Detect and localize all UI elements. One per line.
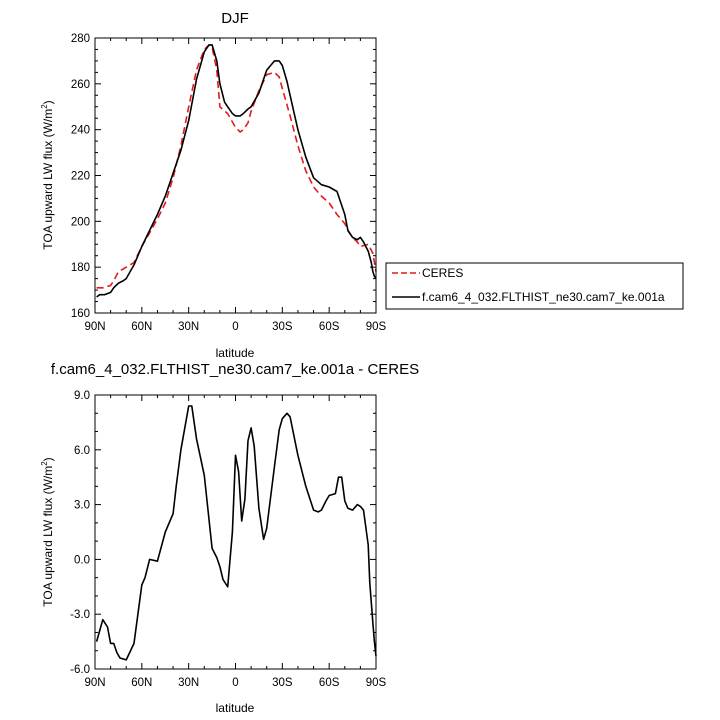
top-panel: DJF 90N 60N 30N 0 30S 60S 90S 160 180 200 220 240 26… (40, 10, 684, 360)
top-x-tick-label: 90S (366, 321, 387, 333)
bottom-x-tick-label: 60N (131, 677, 152, 689)
bottom-x-tick-label: 90N (84, 677, 105, 689)
top-y-tick-label: 160 (71, 308, 90, 320)
bottom-y-tick-label: 3.0 (74, 500, 90, 512)
bottom-axis-ticks: 90N 60N 30N 0 30S 60S 90S -6.0 -3.0 0.0 3.0 6.0 9.0 (70, 390, 386, 689)
bottom-x-tick-label: 90S (366, 677, 387, 689)
top-axis-ticks: 90N 60N 30N 0 30S 60S 90S 160 180 200 220 240 260 280 (71, 33, 387, 333)
top-x-tick-label: 30N (178, 321, 199, 333)
bottom-y-tick-label: 6.0 (74, 445, 90, 457)
top-x-tick-label: 90N (84, 321, 105, 333)
top-y-tick-label: 200 (71, 216, 90, 228)
top-y-tick-label: 260 (71, 79, 90, 91)
top-y-tick-label: 280 (71, 33, 90, 45)
top-y-tick-label: 220 (71, 171, 90, 183)
legend-label-ceres: CERES (422, 266, 463, 280)
bottom-series-line-difference (95, 405, 377, 661)
top-x-tick-label: 60N (131, 321, 152, 333)
top-plot-frame (94, 37, 377, 314)
bottom-y-tick-label: -6.0 (70, 664, 90, 676)
top-plot-area (96, 44, 377, 298)
top-x-tick-label: 0 (232, 321, 238, 333)
legend-label-model: f.cam6_4_032.FLTHIST_ne30.cam7_ke.001a (422, 290, 665, 304)
bottom-chart-title: f.cam6_4_032.FLTHIST_ne30.cam7_ke.001a -… (51, 361, 419, 378)
top-x-axis-label: latitude (216, 346, 255, 360)
bottom-y-tick-label: 0.0 (74, 554, 90, 566)
bottom-plot-area (95, 405, 377, 661)
bottom-x-axis-label: latitude (216, 701, 255, 715)
bottom-x-tick-label: 0 (232, 677, 238, 689)
top-y-axis-label: TOA upward LW flux (W/m2) (40, 100, 55, 249)
top-y-tick-label: 180 (71, 262, 90, 274)
bottom-y-tick-label: -3.0 (70, 609, 90, 621)
top-x-tick-label: 60S (319, 321, 340, 333)
top-series-line-ceres (96, 44, 377, 289)
top-y-tick-label: 240 (71, 125, 90, 137)
top-series-line-model (96, 44, 377, 298)
bottom-x-tick-label: 30N (178, 677, 199, 689)
bottom-x-tick-label: 30S (272, 677, 293, 689)
bottom-plot-frame (94, 394, 377, 670)
bottom-panel: f.cam6_4_032.FLTHIST_ne30.cam7_ke.001a -… (40, 361, 419, 715)
top-chart-title: DJF (221, 10, 249, 27)
legend-box (385, 262, 684, 310)
bottom-x-tick-label: 60S (319, 677, 340, 689)
bottom-y-tick-label: 9.0 (74, 390, 90, 402)
legend: CERES f.cam6_4_032.FLTHIST_ne30.cam7_ke.… (385, 262, 684, 310)
bottom-y-axis-label: TOA upward LW flux (W/m2) (40, 457, 55, 606)
top-x-tick-label: 30S (272, 321, 293, 333)
